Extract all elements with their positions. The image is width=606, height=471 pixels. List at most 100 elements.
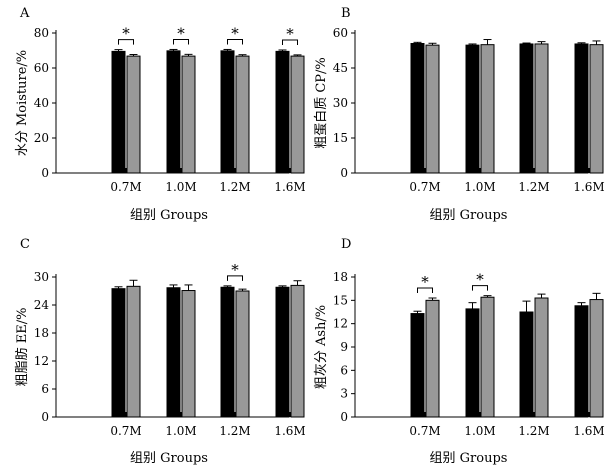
y-axis-title: 粗脂肪 EE/% (14, 308, 30, 387)
x-axis-title: 组别 Groups (430, 451, 508, 466)
y-tick-label: 60 (34, 61, 49, 75)
significance-star: * (177, 24, 185, 42)
significance-star: * (231, 261, 239, 279)
significance-star: * (476, 271, 484, 289)
bar-series1-1.0M (166, 50, 181, 174)
significance-star: * (286, 25, 294, 43)
bar-series1-0.7M (111, 288, 126, 418)
bar-series1-0.7M (410, 43, 425, 174)
significance-bracket (118, 39, 134, 45)
significance-star: * (231, 24, 239, 42)
y-tick-label: 18 (333, 270, 348, 284)
y-tick-label: 18 (34, 326, 49, 340)
bar-series2-1.0M (480, 44, 495, 174)
bar-series2-0.7M (126, 55, 141, 174)
panel-c: C 0 6 12 18 24 30 粗脂肪 EE/% 组别 Groups 0.7M 1.0M 1.2M… (14, 237, 306, 466)
y-tick-label: 0 (340, 410, 348, 424)
y-tick-label: 12 (34, 354, 49, 368)
bar-series1-1.2M (220, 286, 235, 418)
y-tick-label: 45 (333, 61, 348, 75)
bar-series2-1.6M (589, 44, 604, 174)
y-tick-label: 30 (34, 270, 49, 284)
y-tick-label: 15 (333, 131, 348, 145)
bar-series2-0.7M (126, 285, 141, 418)
bar-series2-1.6M (589, 299, 604, 418)
bar-series1-1.6M (275, 286, 290, 418)
x-tick-label: 1.2M (219, 180, 250, 194)
y-tick-label: 24 (34, 298, 50, 312)
panel-label: D (341, 237, 351, 252)
y-axis-title: 粗蛋白质 CP/% (313, 57, 329, 149)
x-tick-label: 0.7M (110, 180, 141, 194)
bar-series2-1.2M (235, 55, 250, 174)
x-tick-label: 1.2M (518, 424, 549, 438)
bar-series1-0.7M (111, 50, 126, 174)
bar-series1-1.2M (220, 50, 235, 174)
y-tick-label: 12 (333, 317, 348, 331)
bar-series1-1.0M (465, 44, 480, 174)
bar-series2-0.7M (425, 299, 440, 418)
panel-label: A (19, 6, 30, 21)
y-tick-label: 80 (34, 26, 49, 40)
y-tick-label: 40 (34, 96, 49, 110)
bar-series2-1.6M (290, 55, 305, 174)
bar-series2-1.6M (290, 284, 305, 418)
significance-bracket (282, 39, 298, 45)
panel-label: B (341, 6, 351, 21)
bar-series2-0.7M (425, 44, 440, 174)
significance-star: * (421, 273, 429, 291)
panel-d: D 0 3 6 9 12 15 18 粗灰分 Ash/% 组别 Groups 0.7M 1.0M 1.2… (314, 237, 605, 466)
x-axis-title: 组别 Groups (430, 208, 508, 223)
bar-series1-1.0M (465, 308, 480, 418)
y-tick-label: 3 (340, 387, 348, 401)
bar-series2-1.2M (534, 43, 549, 174)
x-tick-label: 1.2M (518, 180, 549, 194)
x-axis-title: 组别 Groups (130, 451, 208, 466)
bar-series2-1.0M (480, 296, 495, 418)
y-tick-label: 60 (333, 26, 348, 40)
y-tick-label: 30 (333, 96, 348, 110)
significance-star: * (122, 25, 130, 43)
bar-series1-0.7M (410, 313, 425, 418)
y-tick-label: 6 (340, 363, 348, 377)
y-tick-label: 9 (340, 340, 348, 354)
x-tick-label: 1.0M (165, 424, 196, 438)
y-axis-title: 粗灰分 Ash/% (314, 305, 329, 389)
x-tick-label: 0.7M (110, 424, 141, 438)
bar-series1-1.6M (275, 50, 290, 174)
bar-series1-1.2M (519, 43, 534, 174)
significance-bracket (472, 285, 488, 291)
panel-label: C (20, 237, 30, 252)
x-tick-label: 0.7M (409, 180, 440, 194)
bar-series1-1.6M (574, 43, 589, 174)
bar-series2-1.2M (235, 290, 250, 418)
y-tick-label: 0 (41, 166, 49, 180)
x-tick-label: 1.0M (464, 424, 495, 438)
x-tick-label: 0.7M (409, 424, 440, 438)
bar-series1-1.6M (574, 305, 589, 418)
bar-series1-1.2M (519, 311, 534, 418)
y-tick-label: 6 (41, 382, 49, 396)
y-tick-label: 15 (333, 293, 348, 307)
x-tick-label: 1.2M (219, 424, 250, 438)
panel-b: B 0 15 30 45 60 粗蛋白质 CP/% 组别 Groups 0.7M 1.0M 1.2M… (313, 6, 605, 223)
x-tick-label: 1.6M (274, 424, 305, 438)
x-axis-title: 组别 Groups (130, 208, 208, 223)
x-tick-label: 1.0M (165, 180, 196, 194)
bar-series2-1.0M (181, 55, 196, 174)
significance-bracket (417, 287, 433, 293)
y-tick-label: 0 (340, 166, 348, 180)
y-tick-label: 0 (41, 410, 49, 424)
x-tick-label: 1.6M (274, 180, 305, 194)
x-tick-label: 1.6M (573, 180, 604, 194)
x-tick-label: 1.0M (464, 180, 495, 194)
significance-bracket (173, 38, 189, 45)
significance-bracket (227, 38, 243, 45)
significance-bracket (227, 275, 243, 281)
bar-series1-1.0M (166, 287, 181, 418)
bar-series2-1.0M (181, 290, 196, 418)
x-tick-label: 1.6M (573, 424, 604, 438)
y-tick-label: 20 (34, 131, 49, 145)
bar-series2-1.2M (534, 297, 549, 418)
